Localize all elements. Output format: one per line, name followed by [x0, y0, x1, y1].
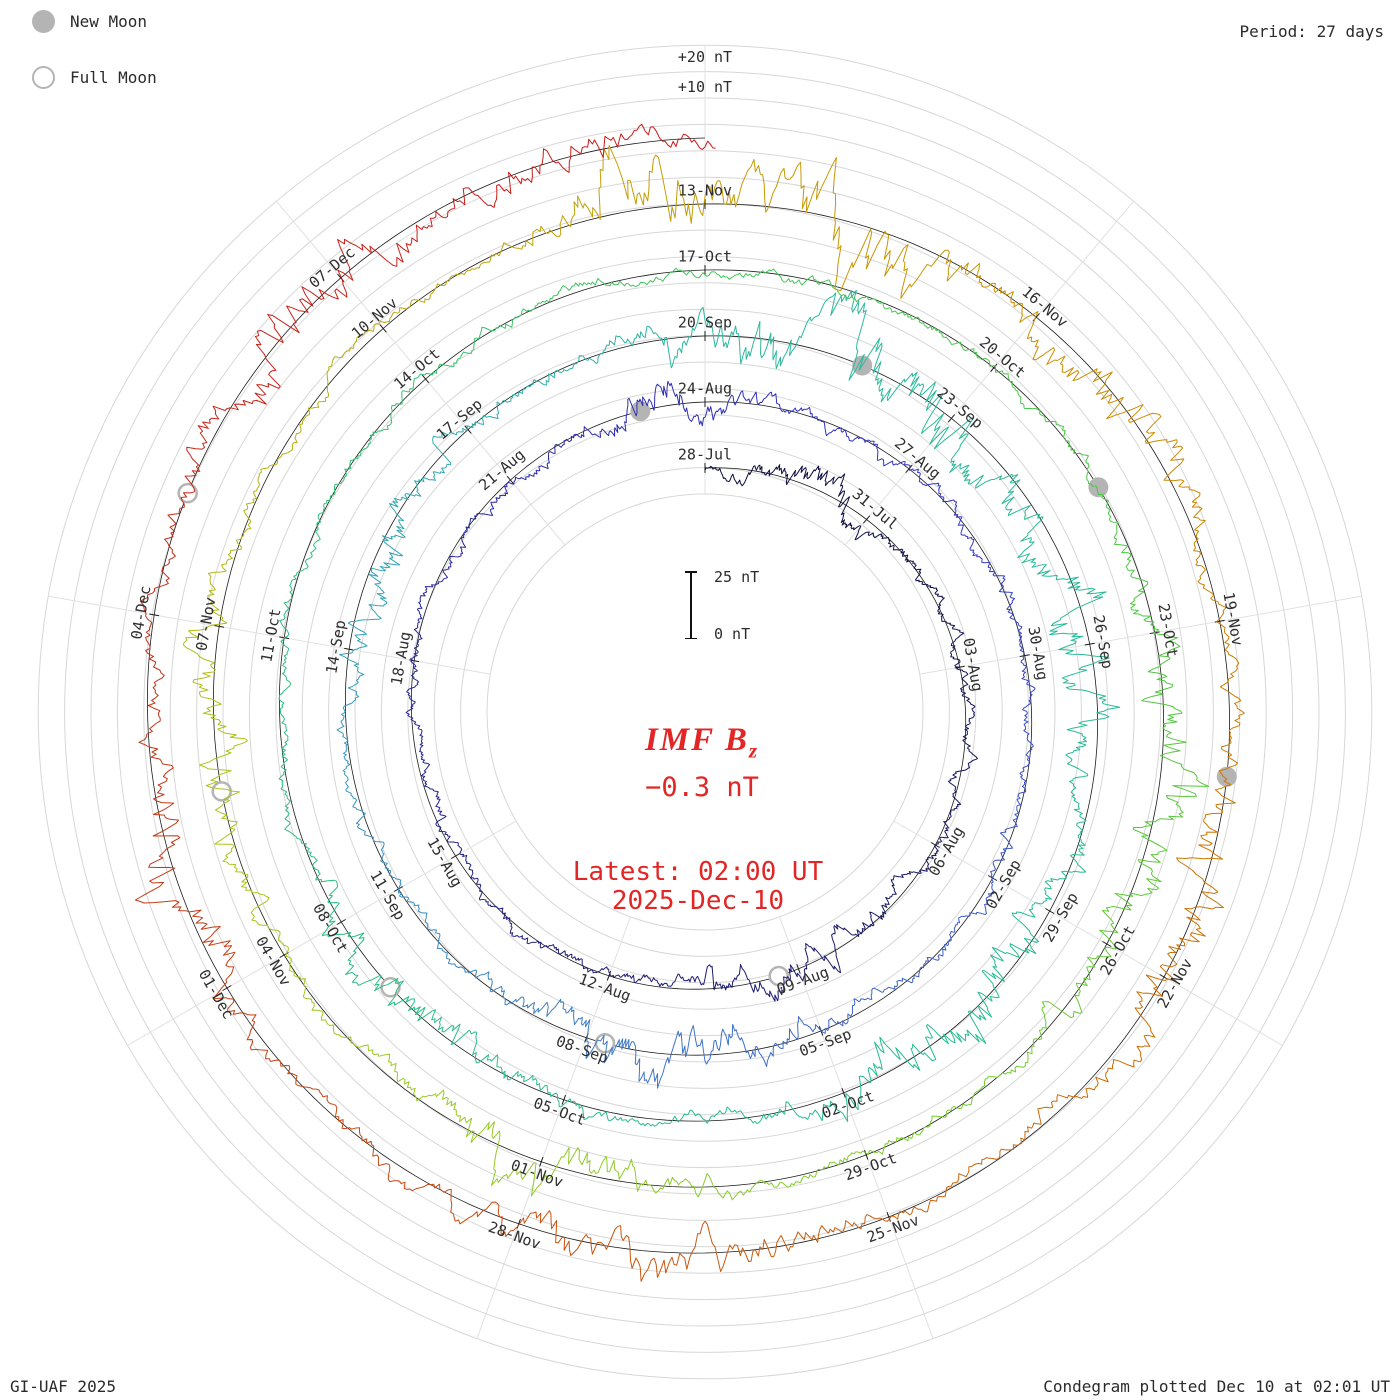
inner-scale-label: +10 nT [677, 78, 733, 96]
new-moon-icon [32, 10, 55, 33]
new-moon-marker-21-Oct [1088, 477, 1109, 498]
scale-bar-line [686, 571, 696, 639]
plot-timestamp: Condegram plotted Dec 10 at 02:01 UT [1043, 1377, 1390, 1396]
chart-title-main: IMF B [644, 722, 749, 758]
legend-new-moon-label: New Moon [70, 12, 148, 31]
source-credit: GI-UAF 2025 [10, 1377, 116, 1396]
period-label: Period: 27 days [1239, 22, 1385, 41]
legend-full-moon: Full Moon [32, 66, 157, 89]
scale-bar-min-label: 0 nT [714, 625, 751, 643]
full-moon-marker-09-Aug [768, 965, 789, 987]
scale-bar: 25 nT 0 nT [684, 568, 774, 643]
full-moon-marker-05-Nov [211, 781, 232, 802]
date-label-20-Sep: 20-Sep [678, 314, 732, 332]
outer-scale-label: +20 nT [677, 48, 733, 66]
legend-new-moon: New Moon [32, 10, 147, 33]
latest-date-line: 2025-Dec-10 [611, 886, 785, 916]
date-label-13-Nov: 13-Nov [678, 182, 732, 200]
latest-time-line: Latest: 02:00 UT [572, 857, 824, 887]
full-moon-icon [32, 66, 55, 89]
legend-full-moon-label: Full Moon [70, 68, 157, 87]
latest-value: −0.3 nT [645, 772, 759, 803]
date-label-28-Jul: 28-Jul [678, 446, 732, 464]
new-moon-marker-20-Nov [1216, 766, 1237, 787]
chart-title-subscript: z [748, 738, 760, 763]
date-label-17-Oct: 17-Oct [678, 248, 732, 266]
scale-bar-max-label: 25 nT [714, 568, 760, 586]
date-label-24-Aug: 24-Aug [678, 380, 732, 398]
latest-timestamp: Latest: 02:00 UT 2025-Dec-10 [573, 858, 823, 916]
new-moon-marker-23-Aug [630, 401, 651, 422]
chart-title: IMF Bz [645, 722, 759, 764]
